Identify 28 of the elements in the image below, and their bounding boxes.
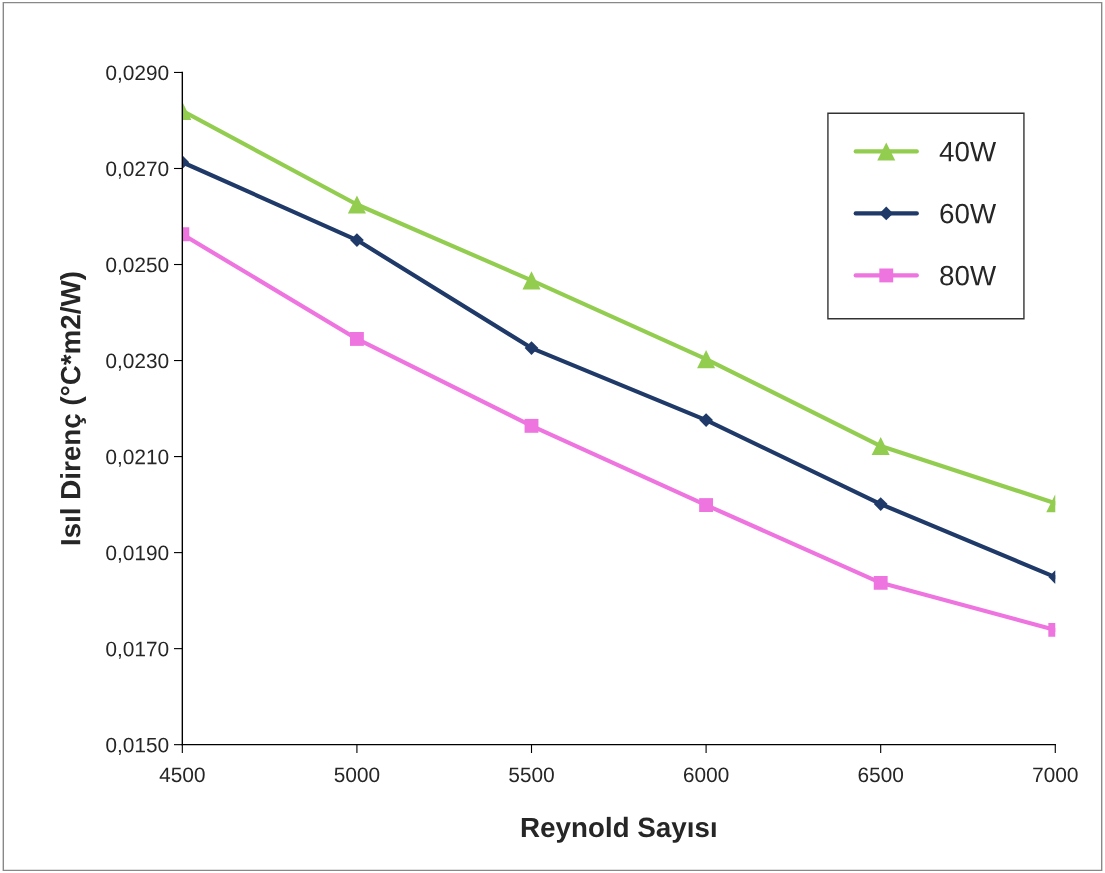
y-tick-label: 0,0150 (106, 737, 169, 755)
y-tick-label: 0,0210 (106, 449, 169, 467)
legend-label: 60W (940, 203, 997, 224)
x-tick-label: 6500 (858, 767, 904, 783)
y-tick-label: 0,0290 (106, 65, 169, 83)
y-tick-label: 0,0270 (106, 161, 169, 179)
point (699, 413, 713, 427)
y-tick-label: 0,0170 (106, 641, 169, 659)
y-tick-label: 0,0230 (106, 353, 169, 371)
y-tick-label: 0,0250 (106, 257, 169, 275)
point (699, 498, 714, 513)
y-tick-label: 0,0190 (106, 545, 169, 563)
x-tick-label: 5000 (334, 767, 380, 783)
point (697, 350, 716, 369)
x-axis-title: Reynold Sayısı (521, 816, 716, 843)
x-tick-label: 7000 (1033, 767, 1078, 783)
point (522, 271, 541, 290)
x-tick-label: 4500 (159, 767, 205, 783)
point (873, 575, 888, 590)
legend-label: 40W (939, 141, 997, 162)
point (524, 341, 539, 355)
y-axis-title: Isıl Direnç (°C*m2/W) (60, 272, 86, 545)
legend-label: 80W (940, 265, 997, 286)
x-tick-label: 5500 (509, 767, 554, 783)
point (873, 497, 888, 511)
x-tick-label: 6000 (683, 767, 729, 783)
point (871, 436, 890, 456)
point (524, 418, 539, 433)
